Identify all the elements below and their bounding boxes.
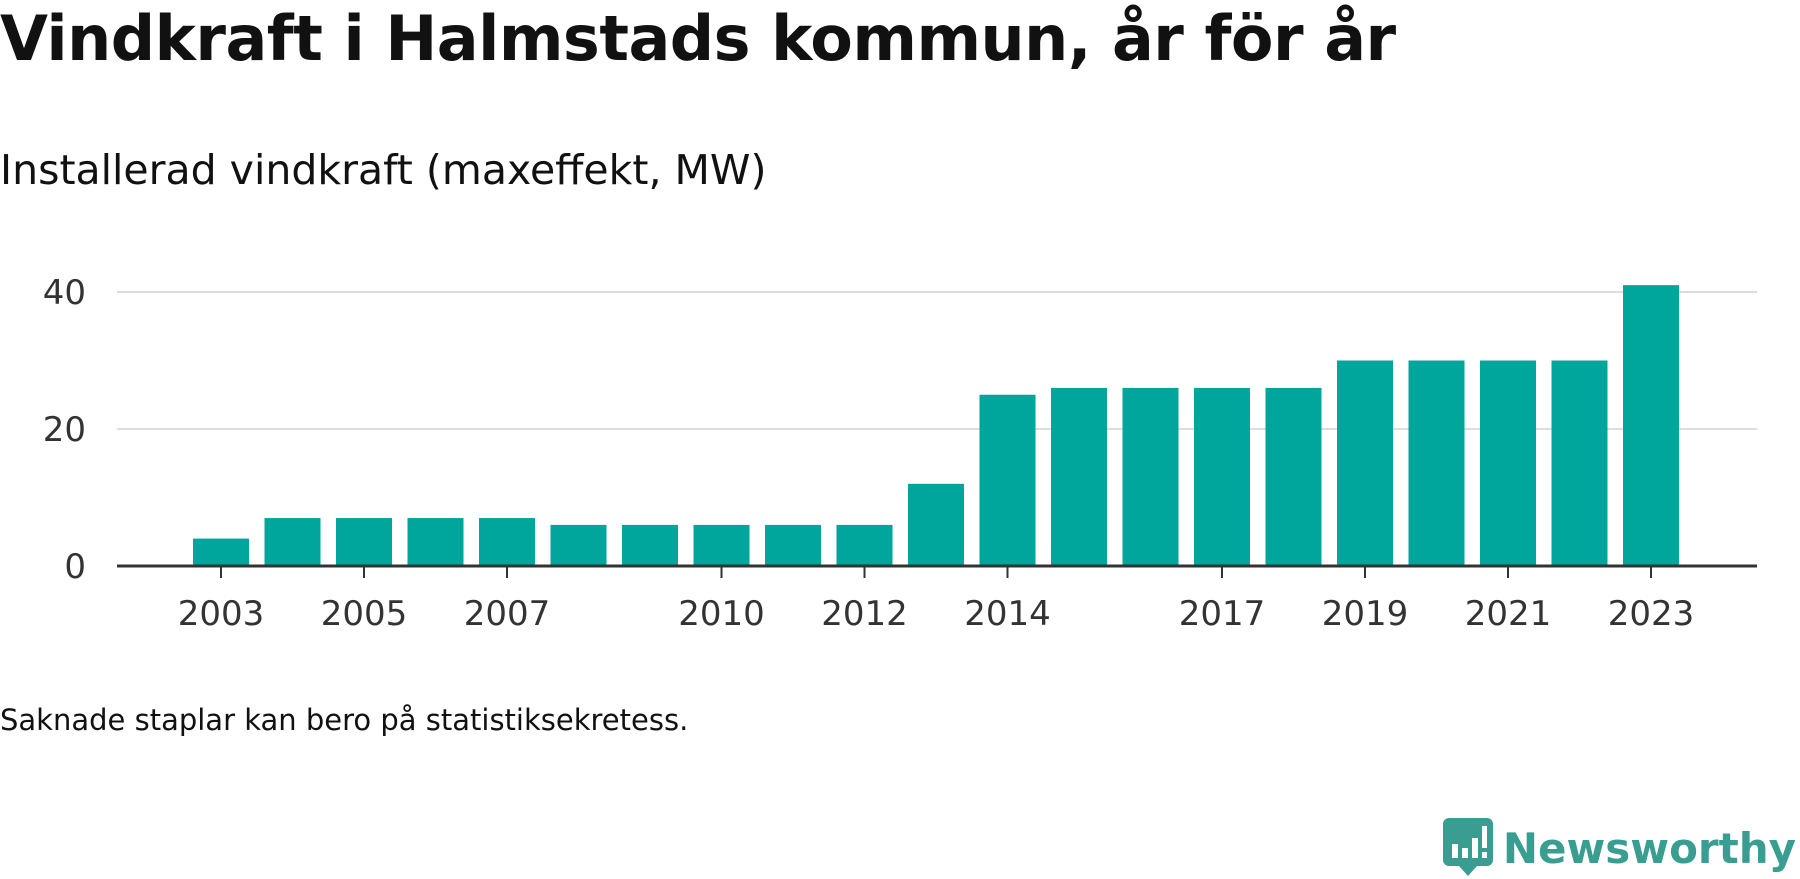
bar-2005	[336, 518, 392, 566]
newsworthy-logo-icon	[1442, 818, 1493, 876]
brand-logo: Newsworthy	[1442, 818, 1796, 878]
bar-2004	[264, 518, 321, 566]
x-tick-label: 2010	[678, 594, 765, 634]
axes	[117, 564, 1757, 578]
y-tick-label: 0	[64, 547, 86, 587]
bar-2014	[979, 394, 1036, 566]
x-tick-label: 2017	[1179, 594, 1266, 634]
bar-2003	[193, 538, 249, 566]
bar-2010	[693, 524, 750, 566]
bar-2023	[1623, 285, 1679, 566]
bar-2006	[407, 518, 464, 566]
bar-2007	[479, 518, 535, 566]
brand-name: Newsworthy	[1502, 823, 1796, 873]
bar-2020	[1408, 360, 1465, 566]
bar-2008	[550, 524, 607, 566]
bar-2009	[622, 524, 678, 566]
y-tick-label: 20	[43, 410, 86, 450]
footnote: Saknade staplar kan bero på statistiksek…	[0, 703, 689, 737]
bar-2016	[1122, 387, 1179, 566]
bar-2017	[1194, 387, 1250, 566]
bar-chart: 0 20 40 2003 2005 2007 2010 2012 2014 2017 2019 202…	[43, 273, 1757, 634]
bar-2012	[836, 524, 893, 566]
bar-2018	[1265, 387, 1322, 566]
x-tick-label: 2003	[178, 594, 265, 634]
bar-2021	[1480, 360, 1536, 566]
x-tick-label: 2019	[1322, 594, 1409, 634]
y-tick-label: 40	[43, 273, 86, 313]
x-tick-label: 2007	[464, 594, 551, 634]
x-tick-label: 2023	[1608, 594, 1695, 634]
bar-2022	[1551, 360, 1608, 566]
bar-2019	[1337, 360, 1393, 566]
bar-2013	[908, 483, 964, 566]
tick-labels: 0 20 40 2003 2005 2007 2010 2012 2014 2017 2019 202…	[43, 273, 1695, 634]
x-tick-label: 2012	[821, 594, 908, 634]
x-tick-label: 2021	[1465, 594, 1552, 634]
bar-2015	[1051, 387, 1107, 566]
bar-2011	[765, 524, 821, 566]
x-tick-label: 2005	[321, 594, 408, 634]
x-tick-label: 2014	[964, 594, 1051, 634]
bars	[193, 285, 1679, 566]
chart-title: Vindkraft i Halmstads kommun, år för år	[0, 2, 1396, 75]
chart-subtitle: Installerad vindkraft (maxeffekt, MW)	[0, 146, 767, 194]
